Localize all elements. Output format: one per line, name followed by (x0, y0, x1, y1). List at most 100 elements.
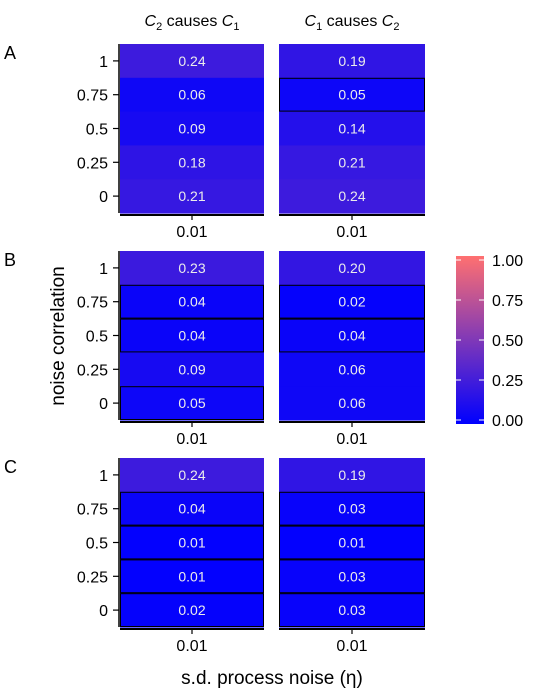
cell-outline (279, 593, 425, 628)
heat-cell (279, 44, 425, 79)
heat-cell (279, 593, 425, 628)
heat-cell (279, 491, 425, 527)
cell-value-label: 0.24 (338, 188, 365, 204)
cell-value-label: 0.21 (338, 154, 365, 170)
cell-value-label: 0.02 (338, 294, 365, 310)
colorbar-tick-label: 0.75 (492, 293, 523, 310)
cell-value-label: 0.03 (338, 501, 365, 517)
x-tick-label: 0.01 (176, 638, 207, 655)
cell-outline (279, 77, 425, 112)
cell-outline (120, 559, 264, 594)
heat-cell (120, 111, 264, 146)
cell-outline (279, 284, 425, 319)
cell-value-label: 0.14 (338, 121, 365, 137)
heat-cell (120, 458, 264, 493)
column-header-part: causes (322, 13, 382, 30)
cell-value-label: 0.06 (338, 395, 365, 411)
heat-cell (120, 284, 264, 320)
y-tick-label: 0.5 (86, 122, 108, 139)
cell-outline (279, 491, 425, 526)
heat-cell (279, 111, 425, 146)
column-header-part: causes (162, 13, 222, 30)
y-tick-label: 0.75 (77, 295, 108, 312)
heat-cell (120, 44, 264, 79)
cell-value-label: 0.06 (338, 361, 365, 377)
x-tick-label: 0.01 (336, 638, 367, 655)
heat-cell (120, 77, 264, 113)
heat-cell (120, 525, 264, 560)
cell-value-label: 0.01 (178, 535, 205, 551)
column-header-part: 2 (156, 21, 162, 33)
cell-value-label: 0.05 (338, 87, 365, 103)
y-tick-label: 0.75 (77, 502, 108, 519)
heat-cell (120, 145, 264, 180)
y-tick-label: 1 (99, 468, 108, 485)
heat-cell (279, 145, 425, 180)
cell-value-label: 0.01 (178, 568, 205, 584)
cell-outline (279, 318, 425, 353)
column-header-part: C (222, 13, 234, 30)
cell-value-label: 0.24 (178, 467, 205, 483)
panel-label: C (4, 457, 17, 477)
y-tick-label: 0.5 (86, 329, 108, 346)
column-header-part: 1 (233, 21, 239, 33)
column-header-part: C (382, 13, 394, 30)
x-tick-label: 0.01 (176, 431, 207, 448)
cell-value-label: 0.03 (338, 602, 365, 618)
column-header: C2 causes C1 (145, 13, 240, 33)
heat-cell (279, 251, 425, 286)
heat-cell (279, 559, 425, 594)
column-header-part: 1 (316, 21, 322, 33)
heat-cell (120, 318, 264, 353)
y-tick-label: 0.25 (77, 362, 108, 379)
cell-value-label: 0.02 (178, 602, 205, 618)
cell-value-label: 0.21 (178, 188, 205, 204)
panel-label: B (4, 250, 16, 270)
cell-value-label: 0.01 (338, 535, 365, 551)
y-axis-title: noise correlation (48, 266, 69, 405)
column-header-part: C (305, 13, 317, 30)
column-header-part: 2 (393, 21, 399, 33)
column-header: C1 causes C2 (305, 13, 400, 33)
cell-outline (120, 284, 264, 319)
cell-value-label: 0.23 (178, 260, 205, 276)
heat-cell (279, 179, 425, 214)
colorbar-tick-label: 1.00 (492, 253, 523, 270)
heat-cell (120, 179, 264, 214)
cell-value-label: 0.19 (338, 53, 365, 69)
y-tick-label: 0.5 (86, 536, 108, 553)
x-tick-label: 0.01 (336, 224, 367, 241)
cell-value-label: 0.09 (178, 361, 205, 377)
heat-cell (120, 386, 264, 421)
cell-value-label: 0.20 (338, 260, 365, 276)
heat-cell (120, 559, 264, 594)
x-tick-label: 0.01 (336, 431, 367, 448)
cell-outline (120, 386, 264, 421)
colorbar-tick-label: 0.25 (492, 373, 523, 390)
y-tick-label: 0.75 (77, 88, 108, 105)
cell-outline (120, 318, 264, 353)
colorbar-tick-label: 0.00 (492, 413, 523, 430)
heat-cell (279, 525, 425, 560)
y-tick-label: 0 (99, 396, 108, 413)
cell-value-label: 0.18 (178, 154, 205, 170)
y-tick-label: 0.25 (77, 569, 108, 586)
heat-cell (279, 352, 425, 387)
cell-value-label: 0.09 (178, 121, 205, 137)
heat-cell (120, 251, 264, 286)
heat-cell (279, 77, 425, 113)
panel-label: A (4, 43, 16, 63)
y-tick-label: 0 (99, 189, 108, 206)
cell-value-label: 0.04 (178, 501, 205, 517)
heat-cell (120, 352, 264, 387)
heat-cell (279, 386, 425, 421)
heat-cell (279, 284, 425, 320)
colorbar-tick-label: 0.50 (492, 333, 523, 350)
y-tick-label: 0 (99, 603, 108, 620)
cell-outline (120, 491, 264, 526)
cell-value-label: 0.04 (338, 328, 365, 344)
cell-outline (120, 593, 264, 628)
cell-value-label: 0.04 (178, 294, 205, 310)
cell-value-label: 0.06 (178, 87, 205, 103)
